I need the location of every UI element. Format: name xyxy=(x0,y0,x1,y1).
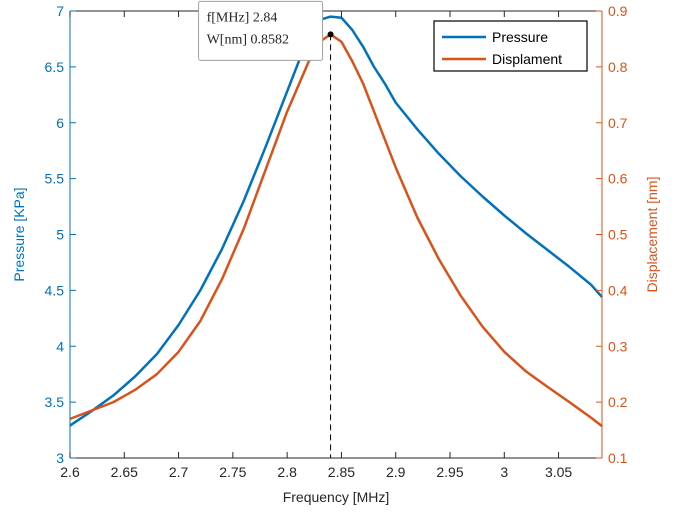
x-tick-label: 2.9 xyxy=(386,464,406,480)
marker-dot[interactable] xyxy=(327,31,334,38)
x-tick-label: 2.8 xyxy=(277,464,297,480)
y-right-tick-label: 0.2 xyxy=(608,394,628,410)
x-tick-label: 2.75 xyxy=(219,464,246,480)
legend-box xyxy=(433,20,588,72)
x-tick-label: 3.05 xyxy=(545,464,572,480)
y-right-tick-label: 0.6 xyxy=(608,171,628,187)
legend-label-pressure: Pressure xyxy=(492,29,548,45)
plot-area xyxy=(70,11,602,458)
y-axis-left-label: Pressure [KPa] xyxy=(11,187,27,281)
datatip-line-frequency: f[MHz] 2.84 xyxy=(207,10,278,25)
y-left-tick-label: 4 xyxy=(56,338,64,354)
x-tick-label: 3 xyxy=(500,464,508,480)
datatip-box xyxy=(198,0,324,61)
x-tick-label: 2.65 xyxy=(111,464,138,480)
y-right-tick-label: 0.8 xyxy=(608,59,628,75)
y-left-tick-label: 5 xyxy=(56,227,64,243)
series-line-displacement[interactable] xyxy=(69,33,603,428)
series-line-pressure[interactable] xyxy=(69,15,603,427)
y-left-tick-label: 6.5 xyxy=(45,59,65,75)
y-left-tick-label: 3.5 xyxy=(45,394,65,410)
series-layer xyxy=(69,15,603,428)
datatip[interactable]: f[MHz] 2.84 W[nm] 0.8582 xyxy=(198,0,324,61)
y-left-tick-label: 7 xyxy=(56,3,64,19)
y-right-tick-label: 0.1 xyxy=(608,450,628,466)
y-left-tick-label: 5.5 xyxy=(45,171,65,187)
x-axis-label: Frequency [MHz] xyxy=(283,489,390,505)
legend-label-displacement: Displament xyxy=(492,51,562,67)
ticks-layer: 2.6 2.65 2.7 2.75 2.8 2.85 2.9 2.95 3 3.05 3 3.5 4 4.… xyxy=(45,3,628,480)
y-left-tick-label: 3 xyxy=(56,450,64,466)
datatip-line-displacement: W[nm] 0.8582 xyxy=(207,32,289,47)
y-right-tick-label: 0.4 xyxy=(608,282,628,298)
y-right-tick-label: 0.7 xyxy=(608,115,628,131)
y-right-tick-label: 0.5 xyxy=(608,227,628,243)
y-left-tick-label: 4.5 xyxy=(45,282,65,298)
y-right-tick-label: 0.9 xyxy=(608,3,628,19)
x-tick-label: 2.6 xyxy=(60,464,80,480)
x-tick-label: 2.85 xyxy=(328,464,355,480)
x-tick-label: 2.7 xyxy=(169,464,189,480)
y-left-tick-label: 6 xyxy=(56,115,64,131)
legend[interactable]: Pressure Displament xyxy=(433,20,588,72)
x-tick-label: 2.95 xyxy=(436,464,463,480)
y-axis-right-label: Displacement [nm] xyxy=(644,177,660,293)
y-right-tick-label: 0.3 xyxy=(608,338,628,354)
